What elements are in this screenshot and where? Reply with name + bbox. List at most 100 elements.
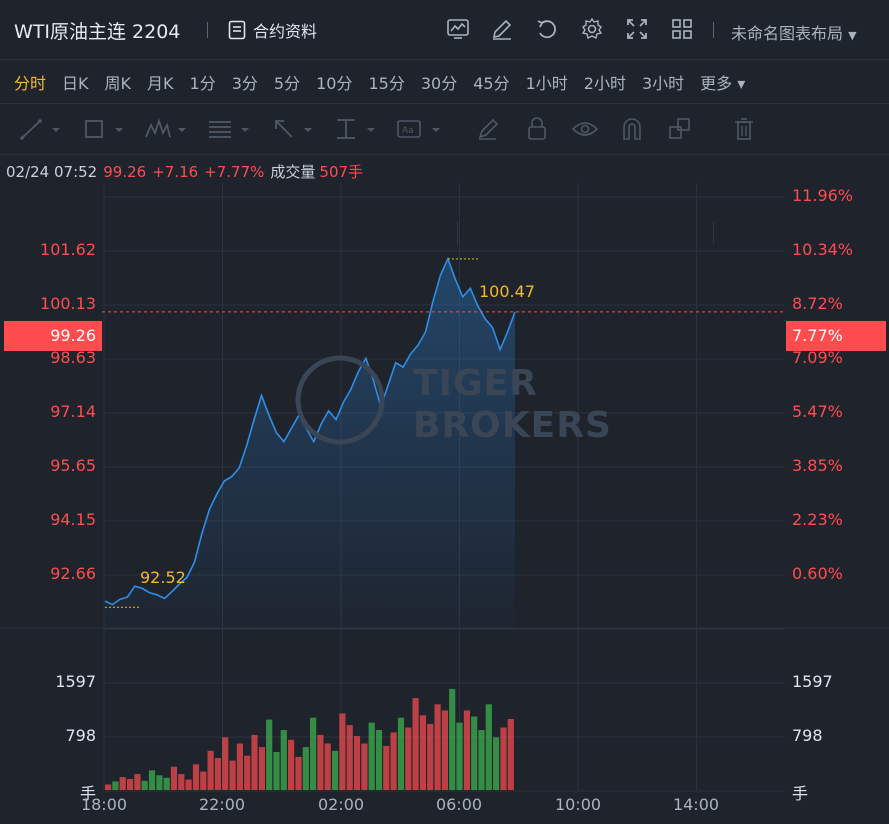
volume-bar: [214, 758, 221, 790]
volume-bar: [273, 752, 280, 790]
volume-bar: [192, 764, 200, 790]
volume-bar: [471, 716, 478, 790]
quote-info-line: 02/24 07:52 99.26 +7.16 +7.77% 成交量 507手: [6, 161, 369, 182]
volume-bar: [324, 743, 331, 790]
volume-bar: [353, 736, 361, 790]
arrow-tool-icon[interactable]: [272, 117, 314, 141]
drawing-toolbar: Aa: [0, 104, 889, 244]
pct-axis-label: 5.47%: [792, 402, 843, 421]
trash-icon[interactable]: [733, 117, 755, 141]
volume-bar: [397, 717, 405, 790]
period-tab[interactable]: 45分: [473, 73, 510, 93]
layout-dropdown[interactable]: 未命名图表布局 ▼: [731, 20, 857, 44]
instrument-title[interactable]: WTI原油主连 2204: [14, 21, 181, 43]
period-tab[interactable]: 1小时: [525, 73, 568, 93]
period-tab[interactable]: 分时: [14, 73, 47, 93]
edit-icon[interactable]: [490, 17, 514, 41]
volume-label: 成交量: [270, 163, 316, 181]
period-tab[interactable]: 5分: [273, 73, 301, 93]
price-axis-label: 95.65: [50, 456, 96, 475]
volume-bar: [434, 704, 441, 791]
volume-bar: [456, 722, 463, 790]
divider: [713, 222, 714, 244]
eye-icon[interactable]: [572, 117, 598, 141]
volume-bar: [207, 750, 214, 790]
grid-icon[interactable]: [670, 17, 694, 41]
volume-bar: [112, 781, 119, 790]
measure-tool-icon[interactable]: [335, 117, 377, 141]
volume-bar: [229, 760, 236, 790]
volume-bar: [134, 774, 141, 790]
watermark-line-1: TIGER: [413, 363, 538, 404]
volume-bar: [493, 737, 500, 790]
chart-settings-icon[interactable]: [446, 17, 470, 41]
volume-bar: [163, 777, 170, 791]
price-axis-label: 92.66: [50, 564, 96, 583]
volume-axis-label: 1597: [55, 672, 96, 691]
volume-bar: [361, 743, 368, 790]
undo-icon[interactable]: [535, 17, 559, 41]
period-tab[interactable]: 3分: [231, 73, 258, 93]
volume-bar: [339, 713, 346, 790]
pct-axis-label: 0.60%: [792, 564, 843, 583]
volume-bar: [390, 732, 397, 790]
volume-bar: [178, 774, 185, 790]
period-tab[interactable]: 日K: [62, 73, 89, 93]
contract-info-button[interactable]: 合约资料: [228, 18, 317, 42]
volume-bar: [105, 784, 112, 790]
fullscreen-icon[interactable]: [625, 17, 649, 41]
volume-bar: [251, 734, 258, 790]
divider: [713, 22, 714, 38]
pct-axis-label: 11.96%: [792, 186, 854, 205]
price-line: [104, 256, 516, 606]
lock-icon[interactable]: [526, 117, 548, 141]
volume-bar: [119, 777, 126, 790]
period-tab[interactable]: 3小时: [641, 73, 685, 93]
volume-bar: [449, 688, 456, 790]
volume-axis-label: 798: [792, 726, 823, 745]
period-tab[interactable]: 月K: [147, 73, 174, 93]
price-axis-label: 94.15: [50, 510, 96, 529]
volume-bar: [463, 710, 470, 790]
fib-tool-icon[interactable]: [207, 117, 251, 141]
period-tabs: 分时 日K 周K 月K 1分 3分 5分 10分 15分 30分 45分 1小时 2小时 3小时 更多 ▾: [0, 60, 889, 104]
period-tab[interactable]: 30分: [420, 73, 458, 93]
volume-bar: [375, 730, 383, 790]
period-tab[interactable]: 10分: [316, 73, 353, 93]
volume-bar: [478, 730, 485, 790]
rectangle-tool-icon[interactable]: [83, 117, 125, 141]
text-tool-icon[interactable]: Aa: [396, 117, 442, 141]
current-pct-tag: 7.77%: [786, 321, 886, 351]
volume-bar: [266, 719, 273, 790]
gear-icon[interactable]: [580, 17, 604, 41]
volume-bar: [156, 775, 163, 790]
divider: [457, 222, 458, 244]
period-tab[interactable]: 周K: [104, 73, 132, 93]
line-tool-icon[interactable]: [20, 117, 62, 141]
volume-bar: [419, 715, 426, 790]
period-tab[interactable]: 2小时: [583, 73, 626, 93]
quote-price: 99.26: [103, 163, 147, 181]
period-tab[interactable]: 更多 ▾: [700, 73, 746, 93]
volume-axis-unit: 手: [792, 784, 809, 803]
layers-icon[interactable]: [668, 117, 692, 141]
pattern-tool-icon[interactable]: [144, 117, 188, 141]
brush-icon[interactable]: [476, 117, 500, 141]
quote-change: +7.16: [152, 163, 199, 181]
svg-text:Aa: Aa: [402, 126, 414, 136]
volume-bar: [127, 779, 134, 790]
volume-bar: [170, 766, 178, 790]
volume-bar: [332, 750, 339, 790]
pct-axis-label: 8.72%: [792, 294, 843, 313]
layout-label: 未命名图表布局: [731, 24, 844, 43]
watermark-line-2: BROKERS: [413, 405, 612, 446]
period-tab[interactable]: 15分: [368, 73, 405, 93]
contract-info-label: 合约资料: [253, 22, 318, 41]
pct-axis-label: 10.34%: [792, 240, 854, 259]
period-tab[interactable]: 1分: [189, 73, 216, 93]
low-label: 92.52: [140, 568, 186, 587]
price-area-fill: [105, 258, 515, 630]
volume-bar: [368, 722, 375, 790]
magnet-icon[interactable]: [621, 117, 643, 141]
